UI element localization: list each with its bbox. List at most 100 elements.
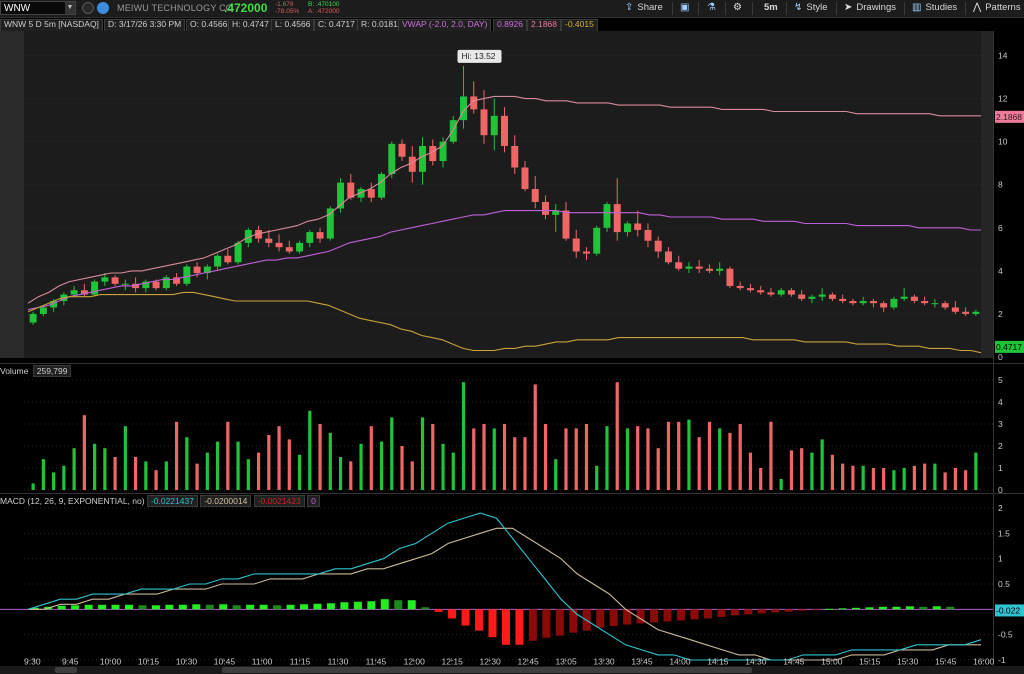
macd-header[interactable]: MACD (12, 26, 9, EXPONENTIAL, no) -0.022… bbox=[0, 495, 320, 507]
studies-button[interactable]: ▥ Studies bbox=[912, 2, 958, 13]
volume-bar bbox=[759, 468, 763, 490]
volume-tick-label: 4 bbox=[998, 397, 1003, 407]
candle-body bbox=[91, 281, 99, 295]
candle-body bbox=[408, 156, 416, 172]
scroll-thumb[interactable] bbox=[222, 667, 752, 673]
time-tick-label: 10:30 bbox=[176, 657, 198, 667]
time-tick-label: 14:15 bbox=[707, 657, 729, 667]
time-tick-label: 11:45 bbox=[366, 657, 387, 667]
candle-body bbox=[173, 277, 181, 284]
settings-button[interactable]: ⚙ bbox=[733, 2, 746, 15]
volume-bar bbox=[308, 410, 312, 490]
candle-body bbox=[152, 281, 160, 289]
info-icon[interactable] bbox=[97, 2, 109, 14]
pre-market-shade bbox=[0, 31, 24, 358]
volume-bar bbox=[707, 421, 712, 490]
candle-body bbox=[818, 294, 826, 297]
candle-body bbox=[80, 290, 88, 295]
candle-body bbox=[767, 292, 775, 295]
toolbar-divider bbox=[752, 2, 753, 15]
macd-histogram-bar bbox=[353, 601, 362, 610]
drawings-button[interactable]: ➤ Drawings bbox=[844, 2, 896, 13]
candle-body bbox=[285, 247, 293, 252]
volume-bar bbox=[215, 441, 220, 490]
volume-bar bbox=[625, 428, 630, 490]
link-icon[interactable] bbox=[82, 2, 94, 14]
price-tick-label: 12 bbox=[998, 94, 1008, 104]
patterns-button[interactable]: ⋀ Patterns bbox=[973, 2, 1021, 13]
candle-body bbox=[132, 283, 140, 289]
macd-histogram-bar bbox=[650, 609, 659, 623]
volume-header[interactable]: Volume 259,799 bbox=[0, 365, 72, 377]
time-tick-label: 13:45 bbox=[631, 657, 653, 667]
macd-histogram-bar bbox=[784, 609, 793, 612]
upper-band-price-text: 2.1868 bbox=[996, 112, 1022, 122]
volume-bar bbox=[431, 424, 435, 490]
macd-histogram-bar bbox=[717, 609, 726, 617]
candle-body bbox=[552, 210, 560, 215]
candle-body bbox=[931, 303, 939, 305]
time-tick-label: 10:00 bbox=[100, 657, 122, 667]
candle-body bbox=[480, 109, 488, 136]
candle-body bbox=[941, 303, 949, 308]
volume-bar bbox=[482, 424, 486, 490]
price-tick-label: 2 bbox=[998, 309, 1003, 319]
price-tick-label: 6 bbox=[998, 223, 1003, 233]
macd-histogram-bar bbox=[528, 609, 537, 641]
candle-body bbox=[29, 313, 37, 323]
macd-value-tag bbox=[995, 604, 1024, 617]
macd-histogram-bar bbox=[932, 606, 941, 610]
candle-body bbox=[244, 229, 252, 243]
macd-tick-label: 1.5 bbox=[998, 528, 1010, 538]
volume-bar bbox=[287, 439, 291, 490]
candle-body bbox=[757, 290, 765, 293]
macd-histogram-bar bbox=[878, 606, 887, 610]
candle-body bbox=[921, 301, 929, 304]
macd-histogram-bar bbox=[232, 605, 241, 610]
volume-bar bbox=[636, 426, 640, 490]
time-tick-label: 12:00 bbox=[404, 657, 426, 667]
candle-body bbox=[306, 232, 314, 243]
flask-icon: ⚗ bbox=[707, 2, 716, 13]
macd-histogram-bar bbox=[703, 609, 712, 619]
camera-icon: ▣ bbox=[680, 2, 690, 13]
toolbar-divider bbox=[725, 2, 726, 15]
screenshot-button[interactable]: ▣ bbox=[680, 2, 693, 15]
macd-histogram-bar bbox=[326, 603, 335, 610]
macd-tick-label: -0.5 bbox=[998, 630, 1013, 640]
scroll-left-handle[interactable] bbox=[55, 667, 77, 673]
volume-bar bbox=[851, 465, 855, 490]
symbol-dropdown-icon[interactable]: ▼ bbox=[65, 2, 75, 14]
volume-bar bbox=[41, 459, 45, 490]
candle-body bbox=[695, 266, 703, 269]
candle-body bbox=[39, 307, 47, 314]
candle-body bbox=[623, 223, 631, 233]
macd-histogram-bar bbox=[380, 599, 389, 610]
volume-bar bbox=[123, 426, 127, 490]
candle-body bbox=[716, 268, 724, 271]
time-tick-label: 14:45 bbox=[783, 657, 805, 667]
volume-bar bbox=[769, 421, 773, 490]
volume-bar bbox=[103, 448, 107, 490]
macd-histogram-bar bbox=[98, 604, 107, 610]
candle-body bbox=[224, 255, 232, 263]
style-button[interactable]: ↯ Style bbox=[794, 2, 828, 13]
volume-bar bbox=[543, 424, 548, 490]
gear-icon: ⚙ bbox=[733, 2, 742, 13]
volume-bar bbox=[205, 452, 209, 490]
flask-button[interactable]: ⚗ bbox=[707, 2, 720, 15]
candle-body bbox=[296, 242, 304, 252]
volume-panel-bg bbox=[0, 364, 1024, 494]
timeframe-button[interactable]: 5m bbox=[764, 2, 778, 13]
macd-panel-bg bbox=[0, 494, 1024, 666]
candle-body bbox=[357, 189, 365, 198]
candle-body bbox=[654, 240, 662, 252]
candle-body bbox=[972, 311, 980, 314]
symbol-input[interactable]: WNW ▼ bbox=[0, 1, 76, 15]
share-button[interactable]: ⇪ Share bbox=[625, 2, 663, 13]
time-tick-label: 15:15 bbox=[859, 657, 881, 667]
macd-histogram-bar bbox=[744, 609, 753, 615]
volume-bar bbox=[359, 443, 363, 490]
volume-bar bbox=[533, 384, 537, 490]
